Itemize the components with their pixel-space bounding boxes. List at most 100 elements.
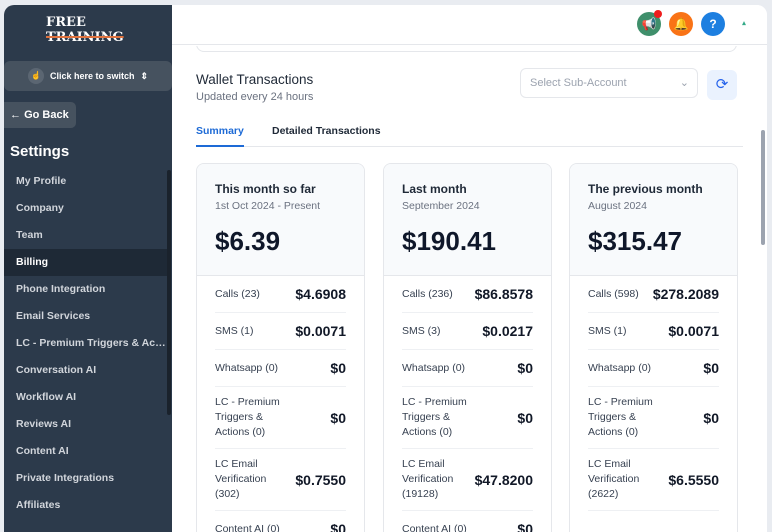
sidebar-item[interactable]: Billing bbox=[4, 249, 168, 276]
sidebar-item[interactable]: Phone Integration bbox=[16, 283, 106, 295]
cost-value: $0 bbox=[330, 360, 346, 376]
card-title: Last month bbox=[402, 182, 467, 196]
sidebar-item[interactable]: My Profile bbox=[16, 175, 67, 187]
sidebar-item[interactable]: Workflow AI bbox=[16, 391, 77, 403]
card-header: The previous month August 2024 $315.47 bbox=[570, 164, 737, 276]
card-total: $315.47 bbox=[588, 226, 682, 256]
cost-value: $0 bbox=[517, 360, 533, 376]
cost-label: Calls (598) bbox=[588, 287, 639, 300]
cost-row: LC Email Verification (302) $0.7550 bbox=[215, 449, 346, 511]
account-logo[interactable]: ▴ bbox=[742, 20, 746, 27]
cost-row: LC - Premium Triggers & Actions (0) $0 bbox=[215, 387, 346, 449]
cost-row: Content AI (0) $0 bbox=[215, 511, 346, 532]
summary-card: Last month September 2024 $190.41 Calls (23… bbox=[383, 163, 552, 532]
sidebar: FREE TRAINING ☝ Click here to switch ⇕ ← Go… bbox=[4, 5, 172, 532]
cost-row: Whatsapp (0) $0 bbox=[402, 350, 533, 387]
sidebar-item[interactable]: Private Integrations bbox=[16, 472, 115, 484]
main-scrollbar[interactable] bbox=[761, 130, 765, 245]
cost-label: Whatsapp (0) bbox=[215, 361, 279, 374]
cost-row: LC - Premium Triggers & Actions (0) $0 bbox=[588, 387, 719, 449]
main-content: Wallet Transactions Updated every 24 hou… bbox=[172, 46, 767, 532]
cost-row: SMS (1) $0.0071 bbox=[588, 313, 719, 350]
cost-value: $47.8200 bbox=[474, 471, 533, 488]
sidebar-scrollbar[interactable] bbox=[167, 170, 171, 415]
app-window: FREE TRAINING ☝ Click here to switch ⇕ ← Go… bbox=[4, 5, 767, 532]
summary-card: The previous month August 2024 $315.47 Call… bbox=[569, 163, 738, 532]
tab-summary[interactable]: Summary bbox=[196, 125, 244, 147]
cost-value: $0 bbox=[517, 409, 533, 426]
sidebar-item[interactable]: LC - Premium Triggers & Actions bbox=[16, 337, 168, 349]
sidebar-item[interactable]: Reviews AI bbox=[16, 418, 72, 430]
settings-title: Settings bbox=[10, 143, 70, 160]
cost-row: LC Email Verification (2622) $6.5550 bbox=[588, 449, 719, 511]
cost-label: Whatsapp (0) bbox=[402, 361, 466, 374]
cost-row: Whatsapp (0) $0 bbox=[588, 350, 719, 387]
card-title: This month so far bbox=[215, 182, 316, 196]
sidebar-item[interactable]: Conversation AI bbox=[16, 364, 97, 376]
cost-value: $0 bbox=[330, 409, 346, 426]
sidebar-item[interactable]: Company bbox=[16, 202, 64, 214]
cost-row: Calls (236) $86.8578 bbox=[402, 276, 533, 313]
cost-value: $0.0071 bbox=[668, 323, 719, 339]
sub-account-select[interactable]: Select Sub-Account ⌄ bbox=[520, 68, 698, 98]
page-subtitle: Updated every 24 hours bbox=[196, 91, 314, 103]
cost-row: Calls (598) $278.2089 bbox=[588, 276, 719, 313]
card-header: Last month September 2024 $190.41 bbox=[384, 164, 551, 276]
top-bar: 📢 🔔 ? ▴ bbox=[172, 5, 767, 45]
sidebar-item[interactable]: Content AI bbox=[16, 445, 69, 457]
cost-row: SMS (3) $0.0217 bbox=[402, 313, 533, 350]
refresh-button[interactable]: ⟳ bbox=[707, 70, 737, 100]
cost-row: LC Email Verification (19128) $47.8200 bbox=[402, 449, 533, 511]
updown-chevron-icon: ⇕ bbox=[140, 70, 149, 81]
cost-value: $0.7550 bbox=[295, 471, 346, 488]
card-period: August 2024 bbox=[588, 200, 647, 212]
bell-icon[interactable]: 🔔 bbox=[669, 12, 693, 36]
cost-label: SMS (3) bbox=[402, 324, 441, 337]
logo: FREE TRAINING bbox=[46, 15, 124, 45]
refresh-icon: ⟳ bbox=[715, 76, 729, 93]
cost-value: $4.6908 bbox=[295, 286, 346, 302]
cost-row: Calls (23) $4.6908 bbox=[215, 276, 346, 313]
logo-line1: FREE bbox=[46, 15, 86, 30]
cost-label: LC Email Verification (19128) bbox=[402, 458, 454, 500]
card-total: $6.39 bbox=[215, 226, 281, 256]
help-icon[interactable]: ? bbox=[701, 12, 725, 36]
card-period: September 2024 bbox=[402, 200, 480, 212]
cost-label: LC - Premium Triggers & Actions (0) bbox=[215, 396, 280, 438]
cost-value: $0 bbox=[703, 360, 719, 376]
logo-line2: TRAINING bbox=[46, 30, 124, 45]
card-period: 1st Oct 2024 - Present bbox=[215, 200, 321, 212]
go-back-button[interactable]: ← Go Back bbox=[4, 102, 76, 128]
cost-value: $278.2089 bbox=[652, 286, 719, 302]
cost-label: Calls (23) bbox=[215, 287, 260, 300]
cost-label: SMS (1) bbox=[588, 324, 627, 337]
account-switch-button[interactable]: ☝ Click here to switch ⇕ bbox=[4, 61, 172, 91]
cost-row: Content AI (0) $0 bbox=[402, 511, 533, 532]
card-title: The previous month bbox=[588, 182, 703, 196]
cost-value: $0 bbox=[517, 521, 533, 532]
switch-label: Click here to switch bbox=[49, 71, 135, 81]
megaphone-icon[interactable]: 📢 bbox=[637, 10, 662, 36]
go-back-label: Go Back bbox=[24, 109, 69, 121]
cost-value: $0 bbox=[330, 521, 346, 532]
cost-label: Content AI (0) bbox=[215, 522, 280, 532]
cost-label: SMS (1) bbox=[215, 324, 254, 337]
sidebar-item[interactable]: Affiliates bbox=[16, 499, 61, 511]
cost-label: Whatsapp (0) bbox=[588, 361, 652, 374]
card-header: This month so far 1st Oct 2024 - Present $… bbox=[197, 164, 364, 276]
arrow-left-icon: ← bbox=[10, 109, 25, 121]
cost-row: SMS (1) $0.0071 bbox=[215, 313, 346, 350]
cost-row: Whatsapp (0) $0 bbox=[215, 350, 346, 387]
cost-label: LC - Premium Triggers & Actions (0) bbox=[588, 396, 653, 438]
sidebar-item[interactable]: Email Services bbox=[16, 310, 91, 322]
notification-dot bbox=[654, 10, 662, 18]
tab-detailed-transactions[interactable]: Detailed Transactions bbox=[272, 125, 381, 137]
cost-label: Content AI (0) bbox=[402, 522, 467, 532]
sidebar-item[interactable]: Team bbox=[16, 229, 43, 241]
cost-label: LC - Premium Triggers & Actions (0) bbox=[402, 396, 467, 438]
cost-value: $0.0217 bbox=[482, 323, 533, 339]
cost-label: LC Email Verification (302) bbox=[215, 458, 267, 500]
cost-row: LC - Premium Triggers & Actions (0) $0 bbox=[402, 387, 533, 449]
cost-value: $6.5550 bbox=[668, 471, 719, 488]
cost-value: $86.8578 bbox=[474, 286, 533, 302]
